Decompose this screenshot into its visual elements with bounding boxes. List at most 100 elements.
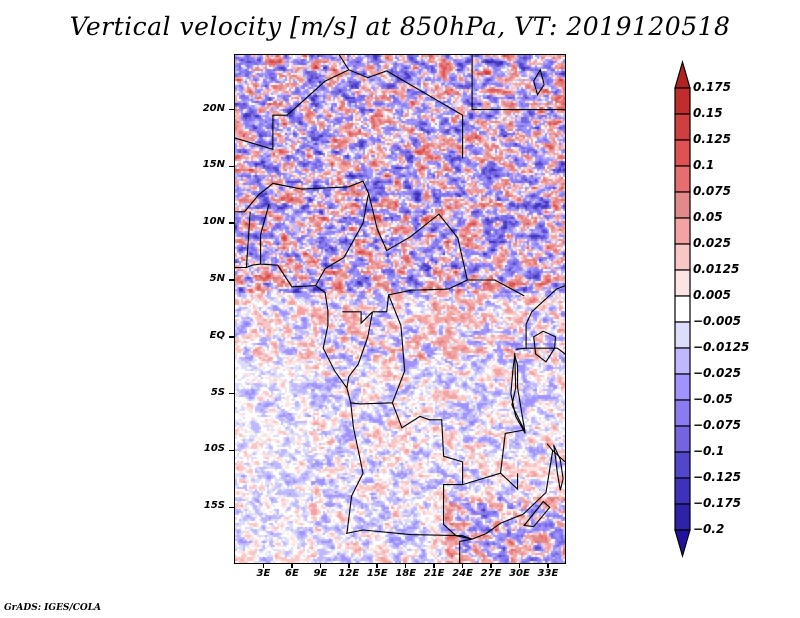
lat-tick-label: 5N <box>209 273 225 285</box>
lat-tick <box>229 506 234 509</box>
border-line <box>345 513 524 540</box>
lat-tick-label: 10N <box>202 216 225 228</box>
lat-tick-label: 15S <box>203 500 225 512</box>
colorbar-label: 0.05 <box>693 210 723 224</box>
colorbar-label: −0.025 <box>693 366 742 380</box>
lat-tick <box>229 222 234 224</box>
border-line <box>391 402 473 540</box>
border-line <box>515 285 565 350</box>
colorbar-swatch <box>674 373 691 401</box>
colorbar-swatch <box>674 503 691 531</box>
colorbar-swatch <box>674 295 691 323</box>
colorbar-swatch <box>674 347 691 375</box>
colorbar-swatch <box>674 217 691 245</box>
colorbar-swatch <box>674 269 691 297</box>
border-line <box>315 193 525 297</box>
colorbar-swatch <box>674 165 691 193</box>
border-line <box>338 55 350 71</box>
lat-tick <box>229 279 234 281</box>
lon-tick <box>547 563 549 568</box>
colorbar-label: −0.1 <box>693 444 725 458</box>
border-line <box>260 203 270 265</box>
colorbar-swatch <box>674 139 691 167</box>
lon-tick <box>376 563 378 568</box>
vertical-velocity-field <box>235 55 565 563</box>
lon-tick-label: 6E <box>284 568 299 579</box>
colorbar-label: −0.175 <box>693 496 742 510</box>
colorbar-label: 0.005 <box>693 288 731 302</box>
lon-tick <box>404 563 407 568</box>
lat-tick <box>229 449 234 452</box>
border-line <box>235 263 364 534</box>
border-line <box>350 294 406 405</box>
colorbar-label: 0.125 <box>693 132 731 146</box>
colorbar-label: 0.175 <box>693 80 731 94</box>
lon-tick <box>433 563 435 568</box>
colorbar-swatch <box>674 243 691 271</box>
lon-tick-label: 3E <box>256 568 271 579</box>
lon-tick-label: 24E <box>452 568 473 579</box>
lat-tick-label: 20N <box>202 102 225 114</box>
colorbar-label: 0.0125 <box>693 262 740 276</box>
lon-tick <box>348 563 350 568</box>
lon-tick-label: 15E <box>366 568 388 579</box>
lat-tick-label: 5S <box>210 386 225 398</box>
colorbar-label: 0.075 <box>693 184 731 198</box>
colorbar-swatch <box>674 191 691 219</box>
lake-outline <box>533 330 557 363</box>
colorbar-swatch <box>674 399 691 427</box>
lat-tick <box>229 392 234 395</box>
lon-tick-label: 9E <box>313 568 328 579</box>
colorbar-label: −0.2 <box>693 522 725 536</box>
border-line <box>235 69 464 159</box>
lake-outline <box>510 354 526 434</box>
lat-tick-label: EQ <box>209 329 225 341</box>
border-line <box>235 180 370 213</box>
colorbar-swatch <box>674 425 691 453</box>
country-borders <box>235 55 565 563</box>
border-line <box>499 352 526 491</box>
lon-tick <box>291 563 293 568</box>
border-line <box>522 443 554 515</box>
lat-tick <box>229 336 234 338</box>
colorbar-label: −0.075 <box>693 418 742 432</box>
colorbar-swatch <box>674 321 691 349</box>
colorbar-label: 0.1 <box>693 158 715 172</box>
lake-outline <box>553 444 564 491</box>
grads-credit: GrADS: IGES/COLA <box>4 603 102 613</box>
lake-outline <box>533 68 545 97</box>
lon-tick <box>461 563 464 568</box>
colorbar-label: 0.15 <box>693 106 723 120</box>
lon-tick-label: 12E <box>338 568 360 579</box>
lake-outline <box>523 500 551 528</box>
colorbar-label: −0.125 <box>693 470 742 484</box>
lon-tick <box>319 563 322 568</box>
colorbar-label: −0.0125 <box>693 340 750 354</box>
lon-tick-label: 30E <box>509 568 530 579</box>
lon-tick-label: 18E <box>395 568 417 579</box>
border-line <box>526 347 565 355</box>
colorbar-label: 0.025 <box>693 236 731 250</box>
colorbar-swatch <box>674 113 691 141</box>
map-panel <box>235 55 565 563</box>
lon-tick-label: 21E <box>423 568 445 579</box>
lat-tick <box>229 165 234 168</box>
lon-tick <box>490 563 492 568</box>
border-line <box>342 311 373 325</box>
colorbar-label: −0.005 <box>693 314 742 328</box>
colorbar-label: −0.05 <box>693 392 733 406</box>
border-line <box>346 311 374 389</box>
colorbar-swatch <box>674 477 691 505</box>
lon-tick-label: 27E <box>480 568 502 579</box>
border-line <box>459 538 473 563</box>
lon-tick-label: 33E <box>537 568 559 579</box>
colorbar <box>674 59 691 559</box>
lon-tick <box>262 563 265 568</box>
border-line <box>245 211 251 268</box>
lat-tick <box>229 108 234 111</box>
lat-tick-label: 15N <box>202 159 225 171</box>
colorbar-max-arrow <box>674 59 691 89</box>
lon-tick <box>518 563 521 568</box>
colorbar-swatch <box>674 87 691 115</box>
border-line <box>372 279 468 313</box>
